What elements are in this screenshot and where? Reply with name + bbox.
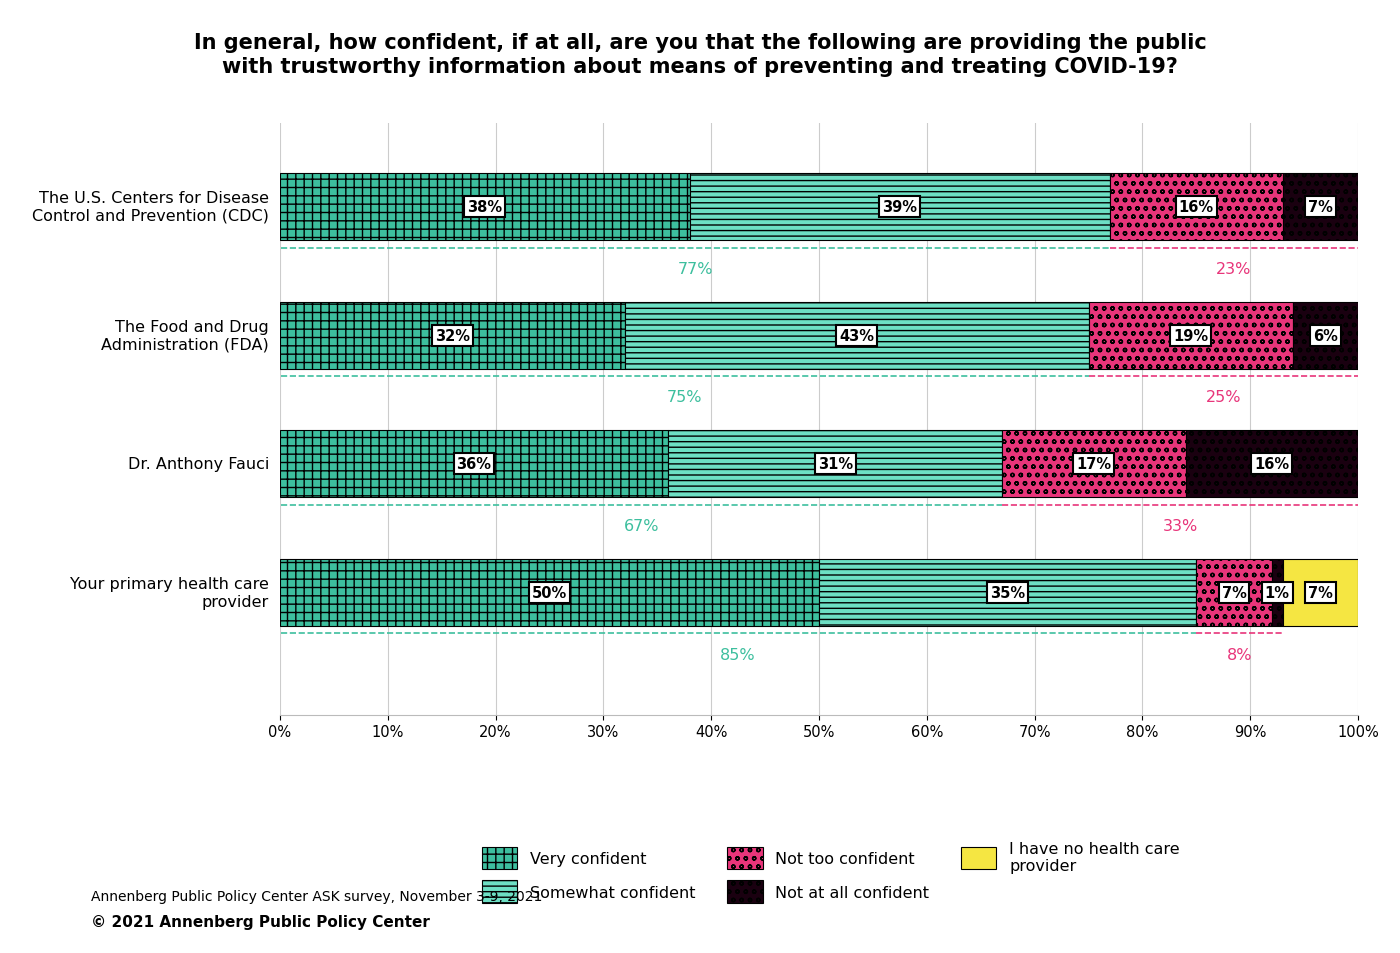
- Text: 1%: 1%: [1264, 585, 1289, 600]
- Bar: [280, 174, 690, 241]
- Bar: [1002, 431, 1186, 497]
- Bar: [1089, 302, 1294, 369]
- Text: 32%: 32%: [435, 329, 470, 343]
- Text: 23%: 23%: [1217, 261, 1252, 276]
- Bar: [280, 302, 624, 369]
- Bar: [1196, 559, 1271, 626]
- Bar: [1186, 431, 1358, 497]
- Text: 8%: 8%: [1226, 647, 1252, 662]
- Bar: [690, 174, 1110, 241]
- Text: 75%: 75%: [666, 390, 701, 405]
- Bar: [1294, 302, 1358, 369]
- Text: 16%: 16%: [1254, 456, 1289, 472]
- Text: 16%: 16%: [1179, 200, 1214, 214]
- Text: 36%: 36%: [456, 456, 491, 472]
- Text: 85%: 85%: [721, 647, 756, 662]
- Bar: [668, 431, 1002, 497]
- Text: 7%: 7%: [1308, 200, 1333, 214]
- Text: 50%: 50%: [532, 585, 567, 600]
- Bar: [624, 302, 1089, 369]
- Text: 38%: 38%: [468, 200, 503, 214]
- Text: 7%: 7%: [1308, 585, 1333, 600]
- Bar: [280, 431, 668, 497]
- Text: 33%: 33%: [1162, 518, 1198, 534]
- Text: © 2021 Annenberg Public Policy Center: © 2021 Annenberg Public Policy Center: [91, 914, 430, 929]
- Text: 43%: 43%: [839, 329, 874, 343]
- Bar: [1110, 174, 1282, 241]
- Bar: [1282, 174, 1358, 241]
- Text: 39%: 39%: [882, 200, 917, 214]
- Text: 67%: 67%: [623, 518, 659, 534]
- Text: 17%: 17%: [1077, 456, 1112, 472]
- Text: 25%: 25%: [1205, 390, 1240, 405]
- Text: 19%: 19%: [1173, 329, 1208, 343]
- Bar: [1271, 559, 1282, 626]
- Legend: Very confident, Somewhat confident, Not too confident, Not at all confident, I h: Very confident, Somewhat confident, Not …: [482, 841, 1180, 902]
- Text: In general, how confident, if at all, are you that the following are providing t: In general, how confident, if at all, ar…: [193, 33, 1207, 76]
- Bar: [1282, 559, 1358, 626]
- Text: Annenberg Public Policy Center ASK survey, November 3-9, 2021: Annenberg Public Policy Center ASK surve…: [91, 889, 542, 903]
- Bar: [280, 559, 819, 626]
- Text: 31%: 31%: [818, 456, 853, 472]
- Text: 35%: 35%: [990, 585, 1025, 600]
- Text: 6%: 6%: [1313, 329, 1338, 343]
- Text: 7%: 7%: [1222, 585, 1246, 600]
- Bar: [819, 559, 1196, 626]
- Text: 77%: 77%: [678, 261, 713, 276]
